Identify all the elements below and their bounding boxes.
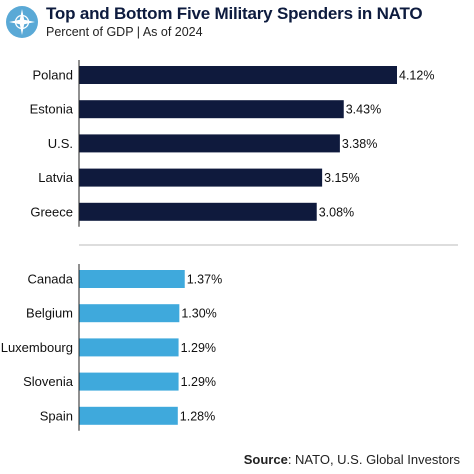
data-label: 3.08%	[319, 205, 354, 219]
bar	[79, 100, 344, 119]
category-label: Latvia	[38, 170, 73, 185]
category-label: Luxembourg	[1, 340, 73, 355]
data-label: 4.12%	[399, 69, 434, 83]
data-label: 1.29%	[181, 341, 216, 355]
chart-title: Top and Bottom Five Military Spenders in…	[46, 4, 423, 23]
bar	[79, 134, 340, 153]
data-label: 1.28%	[180, 409, 215, 423]
source-label: Source	[243, 452, 288, 467]
source-note: Source: NATO, U.S. Global Investors	[244, 452, 460, 467]
category-label: Canada	[27, 272, 73, 287]
data-label: 3.43%	[346, 103, 381, 117]
data-label: 1.30%	[181, 307, 216, 321]
data-label: 3.38%	[342, 137, 377, 151]
data-label: 1.37%	[187, 273, 222, 287]
nato-compass-star-icon	[6, 6, 38, 38]
category-label: Spain	[40, 408, 73, 423]
source-text: : NATO, U.S. Global Investors	[287, 452, 460, 467]
bar	[79, 372, 179, 391]
bar	[79, 338, 179, 357]
category-label: Estonia	[30, 102, 74, 117]
data-label: 1.29%	[181, 375, 216, 389]
bar	[79, 168, 323, 187]
chart-header: Top and Bottom Five Military Spenders in…	[0, 0, 474, 46]
category-label: Belgium	[26, 306, 73, 321]
category-label: Slovenia	[23, 374, 74, 389]
category-label: Greece	[30, 204, 73, 219]
category-label: U.S.	[48, 136, 73, 151]
data-label: 3.15%	[324, 171, 359, 185]
bar	[79, 202, 317, 221]
category-label: Poland	[33, 68, 73, 83]
chart-subtitle: Percent of GDP | As of 2024	[46, 25, 203, 39]
bar	[79, 406, 178, 425]
bar	[79, 304, 180, 323]
bar	[79, 66, 397, 84]
bar	[79, 270, 185, 288]
